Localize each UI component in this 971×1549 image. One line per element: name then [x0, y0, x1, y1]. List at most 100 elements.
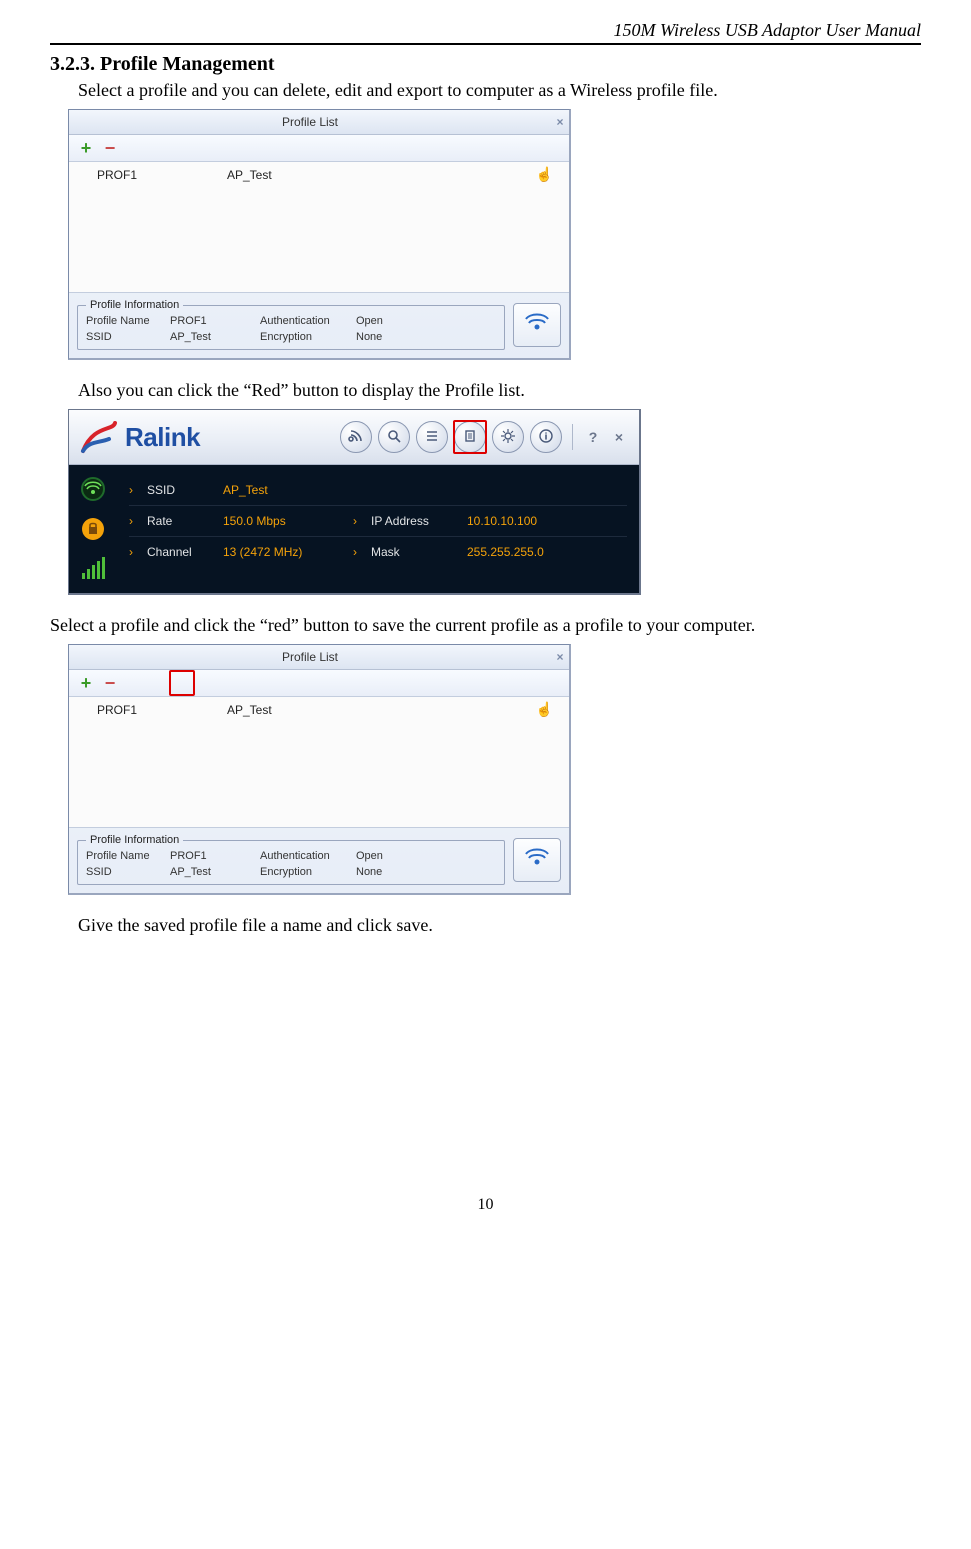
profile-list-window-2: Profile List × + − PROF1 AP — [68, 644, 571, 895]
info-icon — [538, 428, 554, 447]
bullet-icon: › — [129, 515, 147, 527]
profile-info-section: Profile Information Profile Name PROF1 A… — [69, 828, 569, 893]
page-number: 10 — [50, 1196, 921, 1214]
close-icon[interactable]: × — [551, 650, 569, 664]
ralink-left-icons — [69, 465, 117, 593]
info-label-auth: Authentication — [260, 850, 356, 862]
activate-button[interactable] — [195, 672, 217, 694]
info-label-enc: Encryption — [260, 866, 356, 878]
signal-icon — [73, 551, 113, 587]
info-label-profile-name: Profile Name — [86, 315, 170, 327]
connect-button[interactable] — [513, 838, 561, 882]
info-value-auth: Open — [356, 850, 416, 862]
import-button[interactable] — [147, 137, 169, 159]
add-button[interactable]: + — [75, 672, 97, 694]
search-icon — [386, 428, 402, 447]
paragraph-4: Give the saved profile file a name and c… — [78, 915, 921, 936]
help-button[interactable]: ? — [583, 429, 603, 445]
export-button[interactable] — [171, 137, 193, 159]
profile-titlebar: Profile List × — [69, 110, 569, 135]
rss-icon — [348, 428, 364, 447]
profile-list-body: PROF1 AP_Test ☝ — [69, 697, 569, 828]
plus-icon: + — [81, 673, 92, 694]
connect-button[interactable] — [513, 303, 561, 347]
profile-row-name: PROF1 — [77, 703, 187, 717]
profile-toolbar: + − — [69, 670, 569, 697]
info-row-rate: › Rate 150.0 Mbps › IP Address 10.10.10.… — [129, 505, 627, 536]
profile-row[interactable]: PROF1 AP_Test ☝ — [69, 697, 569, 722]
remove-button[interactable]: − — [99, 672, 121, 694]
channel-value: 13 (2472 MHz) — [223, 545, 353, 559]
ip-label: IP Address — [371, 514, 467, 528]
profile-info-legend: Profile Information — [86, 299, 183, 311]
info-label-auth: Authentication — [260, 315, 356, 327]
info-button[interactable] — [530, 421, 562, 453]
mask-label: Mask — [371, 545, 467, 559]
info-row-ssid: › SSID AP_Test — [129, 475, 627, 505]
ralink-titlebar: Ralink ? × — [69, 410, 639, 465]
minus-icon: − — [105, 138, 116, 159]
profile-row-ssid: AP_Test — [227, 168, 493, 182]
profile-row[interactable]: PROF1 AP_Test ☝ — [69, 162, 569, 187]
bullet-icon: › — [353, 515, 371, 527]
list-icon — [424, 428, 440, 447]
remove-button[interactable]: − — [99, 137, 121, 159]
info-value-enc: None — [356, 866, 416, 878]
gear-icon — [500, 428, 516, 447]
export-button[interactable] — [171, 672, 193, 694]
profile-titlebar: Profile List × — [69, 645, 569, 670]
edit-button[interactable] — [123, 672, 145, 694]
bullet-icon: › — [129, 484, 147, 496]
info-value-profile-name: PROF1 — [170, 315, 260, 327]
channel-label: Channel — [147, 545, 223, 559]
info-label-ssid: SSID — [86, 331, 170, 343]
doc-header: 150M Wireless USB Adaptor User Manual — [50, 20, 921, 45]
wifi-icon — [523, 846, 551, 873]
info-value-enc: None — [356, 331, 416, 343]
ralink-logo-text: Ralink — [125, 422, 200, 453]
rate-value: 150.0 Mbps — [223, 514, 353, 528]
gear-button[interactable] — [492, 421, 524, 453]
minus-icon: − — [105, 673, 116, 694]
rss-button[interactable] — [340, 421, 372, 453]
close-icon[interactable]: × — [551, 115, 569, 129]
info-value-profile-name: PROF1 — [170, 850, 260, 862]
paragraph-1: Select a profile and you can delete, edi… — [78, 80, 921, 101]
section-title: 3.2.3. Profile Management — [50, 53, 921, 76]
list-button[interactable] — [416, 421, 448, 453]
profile-toolbar: + − — [69, 135, 569, 162]
profile-info-legend: Profile Information — [86, 834, 183, 846]
import-button[interactable] — [147, 672, 169, 694]
info-label-enc: Encryption — [260, 331, 356, 343]
search-button[interactable] — [378, 421, 410, 453]
connected-icon — [73, 471, 113, 507]
profile-list-body: PROF1 AP_Test ☝ — [69, 162, 569, 293]
edit-button[interactable] — [123, 137, 145, 159]
doc-title: 150M Wireless USB Adaptor User Manual — [614, 20, 922, 41]
close-button[interactable]: × — [609, 429, 629, 445]
ralink-window: Ralink ? × › SSID AP_Tes — [68, 409, 641, 595]
activate-button[interactable] — [195, 137, 217, 159]
separator — [572, 424, 573, 450]
ralink-body: › SSID AP_Test › Rate 150.0 Mbps › IP Ad… — [69, 465, 639, 593]
ssid-label: SSID — [147, 483, 223, 497]
info-label-ssid: SSID — [86, 866, 170, 878]
profile-list-window-1: Profile List × + − PROF1 AP — [68, 109, 571, 360]
bullet-icon: › — [353, 546, 371, 558]
ralink-info-grid: › SSID AP_Test › Rate 150.0 Mbps › IP Ad… — [117, 465, 639, 593]
profile-info-fieldset: Profile Information Profile Name PROF1 A… — [77, 299, 505, 350]
mask-value: 255.255.255.0 — [467, 545, 587, 559]
security-icon — [73, 511, 113, 547]
info-label-profile-name: Profile Name — [86, 850, 170, 862]
ralink-logo: Ralink — [79, 417, 334, 457]
rate-label: Rate — [147, 514, 223, 528]
profile-info-section: Profile Information Profile Name PROF1 A… — [69, 293, 569, 358]
ip-value: 10.10.10.100 — [467, 514, 587, 528]
add-button[interactable]: + — [75, 137, 97, 159]
bullet-icon: › — [129, 546, 147, 558]
info-row-channel: › Channel 13 (2472 MHz) › Mask 255.255.2… — [129, 536, 627, 567]
profile-button[interactable] — [454, 421, 486, 453]
ralink-logo-icon — [79, 417, 119, 457]
hand-icon: ☝ — [533, 701, 561, 718]
wifi-icon — [523, 311, 551, 338]
